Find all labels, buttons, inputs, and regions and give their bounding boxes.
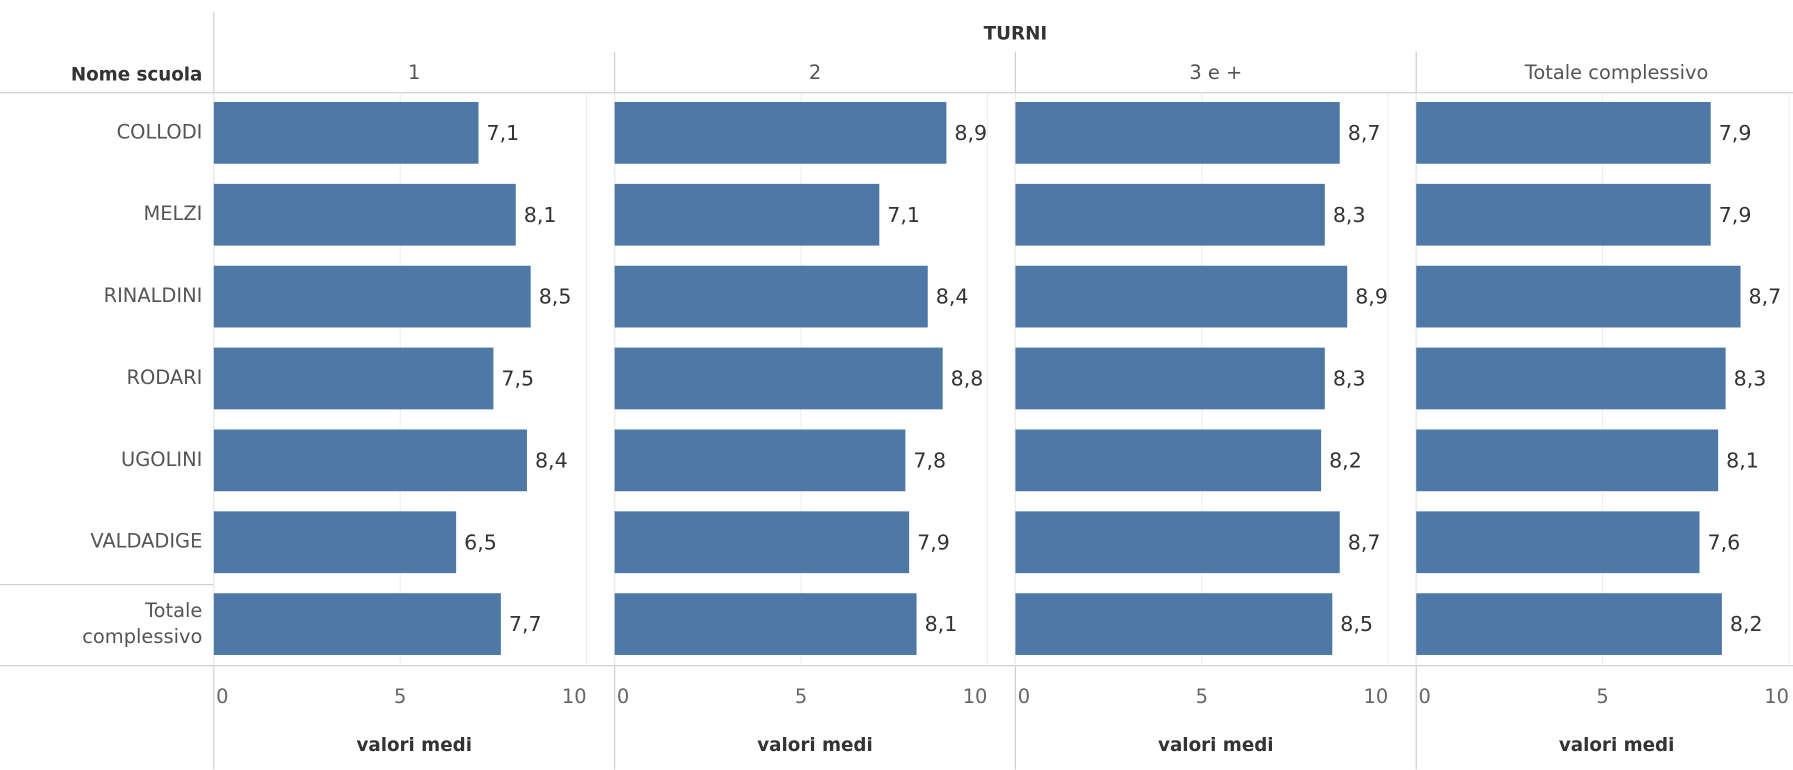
value-label: 8,5 xyxy=(539,285,572,309)
value-label: 8,8 xyxy=(951,367,984,391)
category-label: MELZI xyxy=(144,202,203,225)
bar xyxy=(1015,183,1325,246)
value-label: 7,9 xyxy=(917,530,950,554)
category-label: COLLODI xyxy=(117,120,203,143)
x-tick-label: 0 xyxy=(1419,685,1431,708)
bar xyxy=(213,429,527,492)
panel-title: 2 xyxy=(809,61,821,84)
category-label: UGOLINI xyxy=(121,448,202,471)
bar xyxy=(1416,265,1741,328)
category-label: Totale complessivo xyxy=(82,598,202,647)
bar xyxy=(213,347,494,410)
bar xyxy=(1416,593,1722,655)
bar xyxy=(614,593,917,655)
value-label: 8,3 xyxy=(1333,367,1366,391)
x-axis-title: valori medi xyxy=(757,735,873,756)
value-label: 8,9 xyxy=(1355,285,1388,309)
value-label: 8,4 xyxy=(936,285,969,309)
value-label: 8,1 xyxy=(925,612,958,636)
category-label: RODARI xyxy=(126,366,202,389)
bar xyxy=(1416,347,1726,410)
value-label: 7,9 xyxy=(1719,203,1752,227)
value-label: 8,7 xyxy=(1348,121,1381,145)
value-label: 8,7 xyxy=(1348,530,1381,554)
x-tick-label: 5 xyxy=(795,685,807,708)
bar xyxy=(614,429,906,492)
bar xyxy=(1015,593,1333,655)
facet-title: TURNI xyxy=(984,24,1048,45)
bar xyxy=(213,101,479,164)
bar xyxy=(213,511,457,574)
bar xyxy=(213,593,501,655)
bar xyxy=(614,101,947,164)
bar xyxy=(1416,183,1711,246)
value-label: 8,1 xyxy=(1726,448,1759,472)
x-tick-label: 10 xyxy=(963,685,988,708)
value-label: 8,3 xyxy=(1333,203,1366,227)
bar xyxy=(1416,101,1711,164)
category-label: RINALDINI xyxy=(104,284,203,307)
value-label: 8,7 xyxy=(1749,285,1782,309)
bar xyxy=(1015,429,1322,492)
value-label: 8,5 xyxy=(1340,612,1373,636)
value-label: 7,6 xyxy=(1708,530,1741,554)
bar xyxy=(213,183,516,246)
value-label: 8,1 xyxy=(524,203,557,227)
bar xyxy=(1015,347,1325,410)
category-axis-title: Nome scuola xyxy=(71,65,203,86)
bar xyxy=(213,265,531,328)
bar xyxy=(1416,511,1700,574)
x-tick-label: 10 xyxy=(1363,685,1388,708)
x-tick-label: 0 xyxy=(617,685,629,708)
bar xyxy=(1015,101,1340,164)
value-label: 8,9 xyxy=(954,121,987,145)
bar xyxy=(614,265,928,328)
bar xyxy=(1015,511,1340,574)
x-tick-label: 5 xyxy=(1196,685,1208,708)
x-tick-label: 10 xyxy=(562,685,587,708)
value-label: 8,3 xyxy=(1734,367,1767,391)
x-tick-label: 5 xyxy=(394,685,406,708)
value-label: 8,4 xyxy=(535,448,568,472)
bar xyxy=(1015,265,1348,328)
value-label: 8,2 xyxy=(1329,448,1362,472)
bar xyxy=(1416,429,1719,492)
value-label: 7,7 xyxy=(509,612,542,636)
x-tick-label: 10 xyxy=(1764,685,1789,708)
x-axis-title: valori medi xyxy=(1559,735,1675,756)
value-label: 6,5 xyxy=(464,530,497,554)
x-tick-label: 0 xyxy=(216,685,228,708)
panel-title: Totale complessivo xyxy=(1524,61,1709,84)
bar xyxy=(614,183,880,246)
x-tick-label: 5 xyxy=(1596,685,1608,708)
value-label: 8,2 xyxy=(1730,612,1763,636)
value-label: 7,5 xyxy=(501,367,534,391)
bar xyxy=(614,347,943,410)
value-label: 7,1 xyxy=(887,203,920,227)
value-label: 7,8 xyxy=(913,448,946,472)
panel-title: 3 e + xyxy=(1189,61,1242,84)
value-label: 7,9 xyxy=(1719,121,1752,145)
panel-title: 1 xyxy=(408,61,420,84)
x-tick-label: 0 xyxy=(1018,685,1030,708)
x-axis-title: valori medi xyxy=(356,735,472,756)
value-label: 7,1 xyxy=(487,121,520,145)
x-axis-title: valori medi xyxy=(1158,735,1274,756)
category-label: VALDADIGE xyxy=(90,530,202,553)
bar xyxy=(614,511,910,574)
